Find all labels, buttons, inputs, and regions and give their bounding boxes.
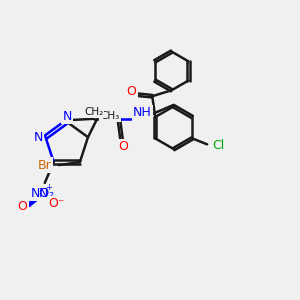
Text: O: O: [17, 200, 27, 213]
Text: NO₂: NO₂: [31, 187, 56, 200]
Text: O⁻: O⁻: [48, 197, 65, 210]
Text: O: O: [118, 140, 128, 153]
Text: N: N: [63, 110, 72, 123]
Text: +: +: [45, 183, 52, 192]
Text: N: N: [39, 187, 48, 200]
Text: O: O: [127, 85, 136, 98]
Text: CH₂: CH₂: [84, 107, 103, 117]
Text: N: N: [34, 131, 43, 144]
Text: NH: NH: [133, 106, 152, 119]
Text: CH₃: CH₃: [100, 111, 120, 121]
Text: Br: Br: [38, 159, 52, 172]
Text: Cl: Cl: [212, 139, 225, 152]
